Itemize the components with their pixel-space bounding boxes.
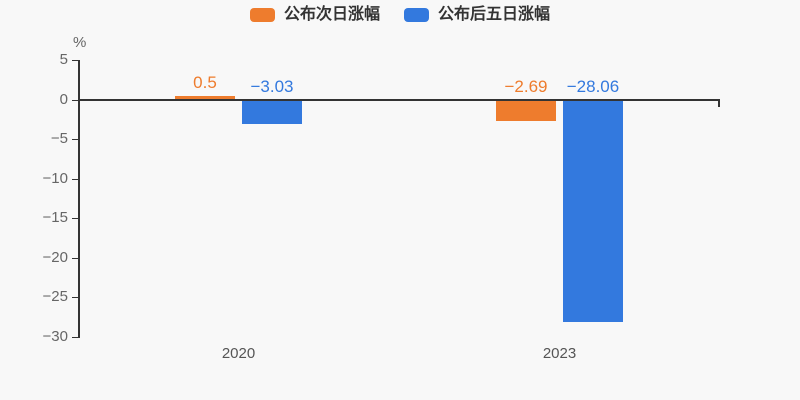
y-axis-tick [72, 297, 78, 299]
y-axis-tick-label: −5 [50, 130, 68, 148]
y-axis-tick-label: 5 [59, 51, 68, 68]
y-axis-line [78, 60, 80, 338]
bar-2020-five-day[interactable] [242, 99, 302, 124]
y-axis-tick [72, 337, 78, 338]
y-axis-tick [72, 257, 78, 259]
legend-label-next-day-change: 公布次日涨幅 [283, 6, 380, 23]
bar-value-label: −2.69 [504, 76, 548, 96]
x-axis-zero-line [78, 98, 720, 101]
y-axis-tick [72, 218, 78, 220]
y-axis-tick-label: −10 [42, 169, 68, 187]
y-axis-tick-label: −30 [42, 328, 68, 345]
legend-item-next-day-change[interactable]: 公布次日涨幅 [249, 6, 380, 23]
x-category-label: 2023 [542, 345, 577, 362]
x-axis-end-tick [718, 99, 720, 107]
y-axis-tick-label: −25 [42, 288, 68, 306]
y-axis-tick-label: −15 [42, 209, 68, 227]
bar-2023-five-day[interactable] [563, 99, 623, 322]
bar-2023-next-day[interactable] [496, 99, 556, 121]
x-category-label: 2020 [221, 345, 256, 362]
legend-swatch-blue [404, 8, 429, 22]
legend-swatch-orange [249, 8, 275, 22]
chart-legend: 公布次日涨幅 公布后五日涨幅 [0, 7, 800, 23]
bar-value-label: 0.5 [193, 72, 217, 92]
y-axis-tick-label: −20 [42, 248, 68, 266]
y-axis-tick [72, 60, 78, 61]
legend-item-five-day-change[interactable]: 公布后五日涨幅 [404, 7, 550, 23]
y-axis-tick [72, 178, 78, 180]
y-axis-tick [72, 139, 78, 141]
bar-value-label: −28.06 [566, 76, 620, 96]
y-axis-unit-label: % [73, 34, 87, 51]
y-axis-tick-label: 0 [59, 90, 68, 108]
bar-value-label: −3.03 [250, 76, 294, 96]
bar-2020-next-day[interactable] [175, 95, 235, 100]
y-axis-tick [72, 99, 78, 101]
legend-label-five-day-change: 公布后五日涨幅 [438, 6, 551, 23]
